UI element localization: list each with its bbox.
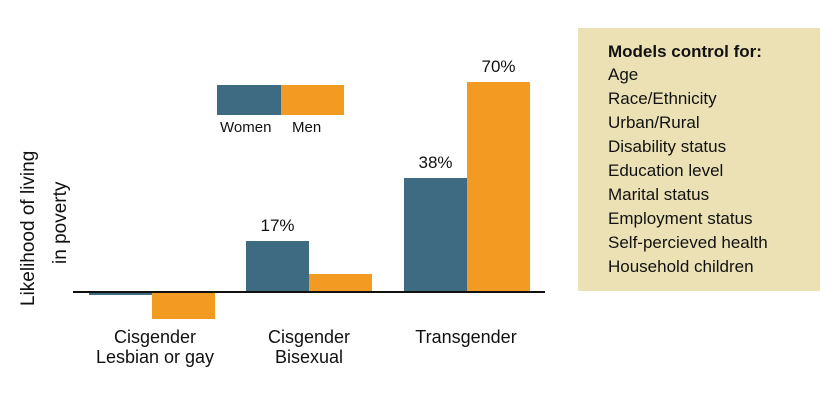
y-axis-label-line-2: in poverty — [50, 181, 71, 264]
value-label-men-transgender: 70% — [481, 57, 515, 76]
bar-men-transgender — [467, 82, 530, 292]
category-label-line: Bisexual — [274, 347, 344, 367]
category-label-lesbian-gay: Cisgender Lesbian or gay — [85, 327, 225, 367]
legend-swatch-women — [217, 85, 281, 115]
bar-men-lesbian-gay — [152, 292, 215, 319]
bar-women-lesbian-gay — [89, 292, 152, 295]
value-labels-group: 17% 38% 70% — [260, 57, 515, 235]
model-controls-list: Age Race/Ethnicity Urban/Rural Disabilit… — [608, 63, 820, 279]
bar-men-bisexual — [309, 274, 372, 292]
model-controls-title: Models control for: — [608, 42, 762, 61]
category-label-transgender: Transgender — [401, 327, 531, 347]
model-control-item: Employment status — [608, 209, 753, 228]
category-label-bisexual: Cisgender Bisexual — [244, 327, 374, 367]
bar-women-bisexual — [246, 241, 309, 292]
y-axis-label-line-1: Likelihood of living — [18, 150, 39, 306]
bar-women-transgender — [404, 178, 467, 292]
model-controls-panel: Models control for: Age Race/Ethnicity U… — [578, 28, 820, 291]
model-control-item: Household children — [608, 257, 754, 276]
legend-label-women: Women — [220, 119, 272, 136]
category-label-line: Cisgender — [113, 327, 197, 347]
bars-group — [89, 82, 530, 319]
value-label-women-bisexual: 17% — [260, 216, 294, 235]
model-control-item: Urban/Rural — [608, 113, 700, 132]
category-label-line: Cisgender — [267, 327, 351, 347]
category-label-line: Lesbian or gay — [95, 347, 215, 367]
model-control-item: Disability status — [608, 137, 727, 156]
category-label-line: Transgender — [415, 327, 517, 347]
y-axis-label: Likelihood of living in poverty — [18, 60, 88, 306]
model-control-item: Race/Ethnicity — [608, 89, 717, 108]
legend: Women Men — [217, 85, 344, 136]
model-control-item: Age — [608, 65, 639, 84]
model-control-item: Self-percieved health — [608, 233, 768, 252]
legend-swatch-men — [280, 85, 344, 115]
model-control-item: Marital status — [608, 185, 710, 204]
model-control-item: Education level — [608, 161, 724, 180]
legend-label-men: Men — [292, 119, 322, 136]
bar-chart: 17% 38% 70% — [73, 57, 545, 319]
value-label-women-transgender: 38% — [418, 153, 452, 172]
